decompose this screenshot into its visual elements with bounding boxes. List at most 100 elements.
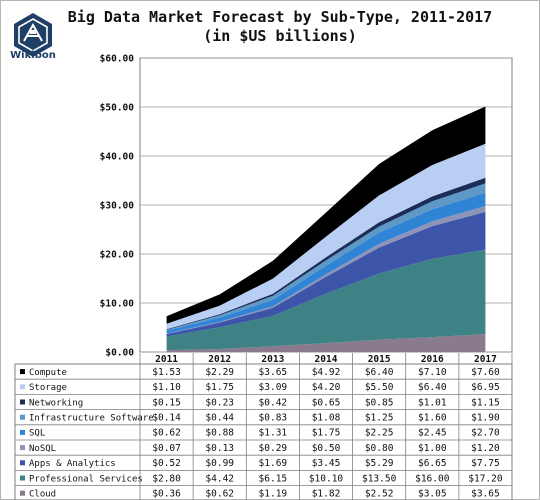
data-label: $1.69: [259, 458, 288, 469]
legend-entry-professional-services: Professional Services: [29, 474, 143, 484]
data-label: $2.45: [418, 428, 447, 439]
data-label: $1.82: [312, 489, 341, 500]
legend-swatch-professional-services: [20, 475, 25, 481]
data-label: $3.05: [418, 489, 447, 500]
data-label: $1.00: [418, 443, 447, 454]
data-label: $2.80: [152, 473, 181, 484]
legend-swatch-cloud: [20, 490, 25, 496]
legend-entry-infrastructure-software: Infrastructure Software: [29, 414, 154, 424]
area-professional-services: [166, 249, 486, 351]
legend-swatch-storage: [20, 384, 25, 390]
chart-subtitle: (in $US billions): [203, 27, 357, 45]
data-label: $4.92: [312, 367, 341, 378]
data-label: $0.14: [152, 413, 181, 424]
y-tick-label: $10.00: [100, 299, 135, 310]
data-label: $3.45: [312, 458, 341, 469]
data-label: $0.13: [205, 443, 234, 454]
data-label: $1.25: [365, 413, 394, 424]
data-label: $4.20: [312, 382, 341, 393]
legend-entry-sql: SQL: [29, 429, 45, 439]
y-tick-label: $20.00: [100, 250, 135, 261]
data-label: $6.40: [418, 382, 447, 393]
y-tick-label: $30.00: [100, 201, 135, 212]
y-tick-label: $40.00: [100, 152, 135, 163]
area-cloud: [166, 334, 486, 352]
x-tick-label: 2012: [208, 354, 231, 365]
data-label: $6.95: [471, 382, 500, 393]
x-tick-label: 2011: [155, 354, 178, 365]
area-networking: [166, 177, 486, 330]
data-label: $6.65: [418, 458, 447, 469]
chart-title-block: Big Data Market Forecast by Sub-Type, 20…: [60, 8, 500, 46]
x-tick-label: 2017: [474, 354, 497, 365]
y-tick-label: $60.00: [100, 54, 135, 65]
data-label: $1.31: [259, 428, 288, 439]
data-label: $0.44: [205, 413, 234, 424]
data-label: $6.15: [259, 473, 288, 484]
data-label: $1.75: [205, 382, 234, 393]
legend-entry-nosql: NoSQL: [29, 444, 56, 454]
data-label: $0.88: [205, 428, 234, 439]
data-label: $16.00: [415, 473, 450, 484]
data-label: $0.29: [259, 443, 288, 454]
data-label: $0.50: [312, 443, 341, 454]
y-tick-label: $0.00: [105, 348, 134, 359]
data-label: $1.08: [312, 413, 341, 424]
data-label: $0.23: [205, 397, 234, 408]
data-label: $1.90: [471, 413, 500, 424]
data-label: $5.29: [365, 458, 394, 469]
data-label: $0.15: [152, 397, 181, 408]
legend-swatch-apps-analytics: [20, 460, 25, 466]
data-label: $1.15: [471, 397, 500, 408]
data-label: $2.29: [205, 367, 234, 378]
area-infrastructure-software: [166, 183, 486, 331]
data-label: $3.09: [259, 382, 288, 393]
data-label: $2.70: [471, 428, 500, 439]
data-label: $1.60: [418, 413, 447, 424]
data-label: $0.62: [152, 428, 181, 439]
legend-swatch-networking: [20, 399, 25, 405]
x-tick-label: 2016: [421, 354, 444, 365]
area-sql: [166, 192, 486, 334]
data-label: $1.20: [471, 443, 500, 454]
chart-title: Big Data Market Forecast by Sub-Type, 20…: [67, 8, 493, 26]
data-label: $1.19: [259, 489, 288, 500]
data-label: $0.62: [205, 489, 234, 500]
legend-entry-cloud: Cloud: [29, 490, 56, 500]
data-label: $0.52: [152, 458, 181, 469]
area-nosql: [166, 206, 486, 334]
legend-swatch-nosql: [20, 445, 25, 451]
area-storage: [166, 143, 486, 330]
data-label: $10.10: [309, 473, 344, 484]
area-compute: [166, 106, 486, 324]
data-label: $6.40: [365, 367, 394, 378]
data-label: $1.01: [418, 397, 447, 408]
data-label: $0.80: [365, 443, 394, 454]
data-label: $1.10: [152, 382, 181, 393]
data-label: $7.10: [418, 367, 447, 378]
data-label: $0.99: [205, 458, 234, 469]
logo-text: Wikibon: [10, 50, 56, 61]
legend-entry-compute: Compute: [29, 368, 67, 378]
y-tick-label: $50.00: [100, 103, 135, 114]
data-label: $2.25: [365, 428, 394, 439]
data-label: $3.65: [259, 367, 288, 378]
data-label: $5.50: [365, 382, 394, 393]
legend-entry-networking: Networking: [29, 398, 83, 408]
data-label: $17.20: [468, 473, 503, 484]
data-label: $13.50: [362, 473, 397, 484]
wikibon-logo-icon: [14, 13, 52, 57]
data-label: $0.83: [259, 413, 288, 424]
legend-entry-storage: Storage: [29, 383, 67, 393]
data-label: $2.52: [365, 489, 394, 500]
data-label: $0.42: [259, 397, 288, 408]
data-label: $7.75: [471, 458, 500, 469]
x-tick-label: 2014: [315, 354, 338, 365]
x-tick-label: 2013: [261, 354, 284, 365]
data-label: $0.85: [365, 397, 394, 408]
x-tick-label: 2015: [368, 354, 391, 365]
legend-entry-apps-analytics: Apps & Analytics: [29, 459, 116, 469]
legend-swatch-compute: [20, 369, 25, 375]
data-label: $1.75: [312, 428, 341, 439]
